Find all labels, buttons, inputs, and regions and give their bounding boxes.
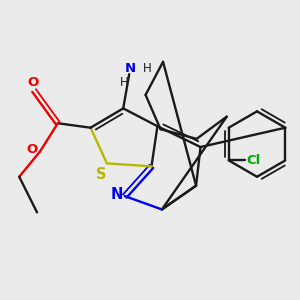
Text: N: N — [110, 187, 123, 202]
Text: Cl: Cl — [246, 154, 260, 167]
Text: N: N — [125, 62, 136, 75]
Text: H: H — [120, 76, 129, 89]
Text: H: H — [143, 62, 152, 75]
Text: O: O — [27, 76, 38, 89]
Text: O: O — [26, 142, 37, 156]
Text: S: S — [96, 167, 107, 182]
